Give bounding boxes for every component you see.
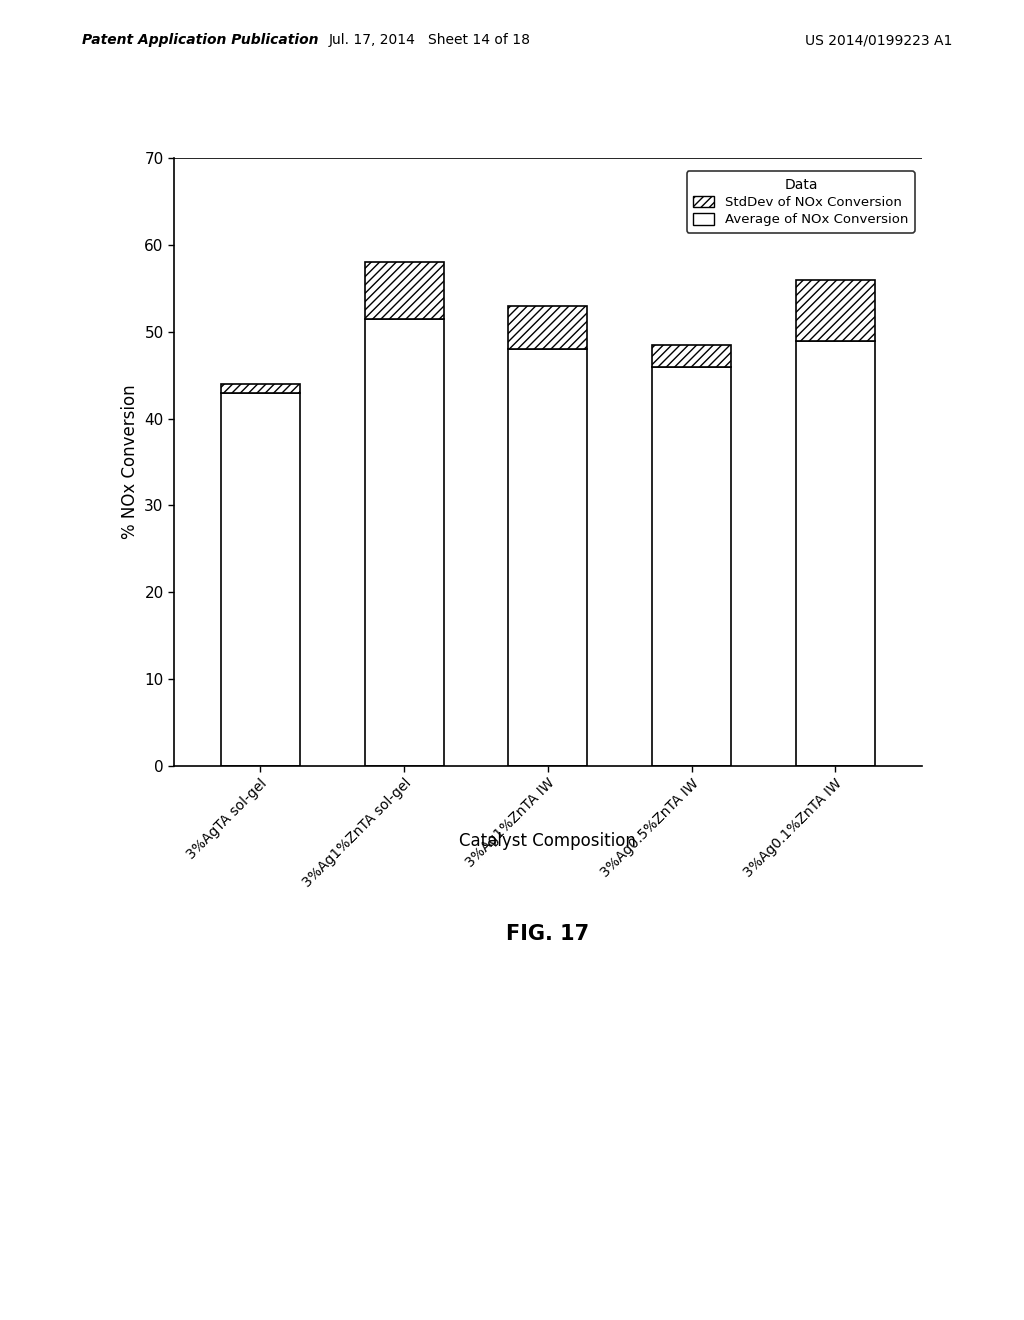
Bar: [796, 341, 874, 766]
Y-axis label: % NOx Conversion: % NOx Conversion: [121, 384, 138, 540]
Bar: [796, 280, 874, 341]
Legend: StdDev of NOx Conversion, Average of NOx Conversion: StdDev of NOx Conversion, Average of NOx…: [687, 172, 915, 234]
Text: Jul. 17, 2014   Sheet 14 of 18: Jul. 17, 2014 Sheet 14 of 18: [329, 33, 531, 48]
Bar: [365, 263, 443, 319]
Text: US 2014/0199223 A1: US 2014/0199223 A1: [805, 33, 952, 48]
Bar: [652, 345, 731, 367]
Text: FIG. 17: FIG. 17: [506, 924, 590, 944]
Bar: [221, 392, 300, 766]
Text: Catalyst Composition: Catalyst Composition: [460, 832, 636, 850]
Text: Patent Application Publication: Patent Application Publication: [82, 33, 318, 48]
Bar: [652, 367, 731, 766]
Bar: [365, 319, 443, 766]
Bar: [221, 384, 300, 392]
Bar: [508, 350, 588, 766]
Bar: [508, 306, 588, 350]
